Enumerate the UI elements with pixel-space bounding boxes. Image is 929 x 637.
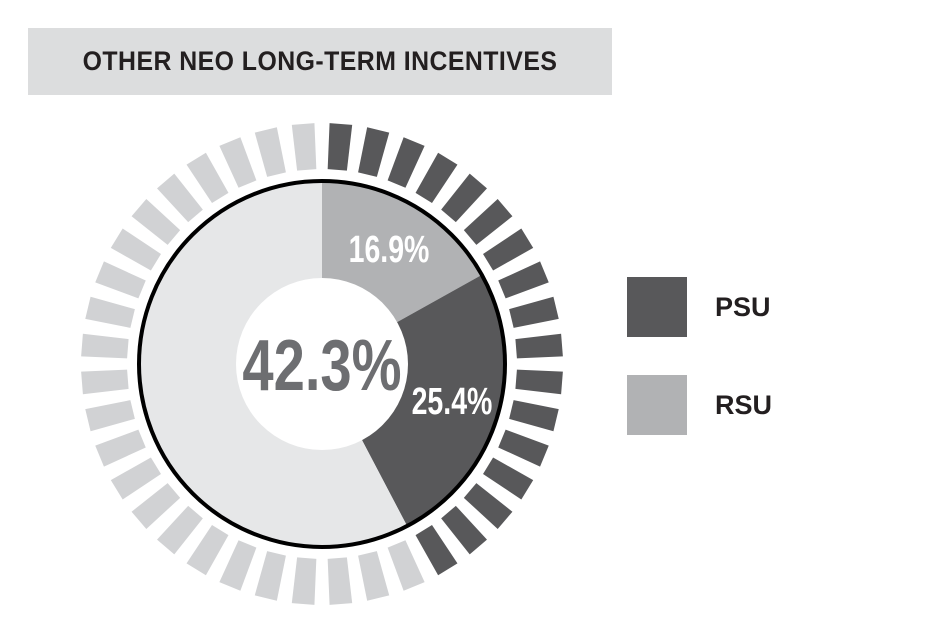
tick-mark xyxy=(219,540,257,591)
tick-mark xyxy=(186,525,229,576)
tick-mark xyxy=(327,123,353,171)
tick-mark xyxy=(254,127,286,177)
tick-mark xyxy=(157,505,203,555)
tick-mark xyxy=(131,199,181,245)
tick-mark xyxy=(415,152,458,203)
tick-mark xyxy=(509,296,559,328)
tick-mark xyxy=(441,173,487,223)
tick-ring xyxy=(81,123,563,605)
tick-mark xyxy=(463,199,513,245)
tick-mark xyxy=(358,551,390,601)
legend-swatch-psu xyxy=(627,277,687,337)
tick-mark xyxy=(358,127,390,177)
tick-mark xyxy=(157,173,203,223)
tick-mark xyxy=(498,261,549,299)
tick-mark xyxy=(291,557,317,605)
chart-title: OTHER NEO LONG-TERM INCENTIVES xyxy=(82,46,558,76)
tick-mark xyxy=(498,429,549,467)
tick-mark xyxy=(327,557,353,605)
tick-mark xyxy=(81,369,129,395)
tick-mark xyxy=(483,228,534,271)
center-label: 42.3% xyxy=(242,325,401,405)
legend-label-rsu: RSU xyxy=(715,389,773,420)
tick-mark xyxy=(291,123,317,171)
tick-mark xyxy=(387,137,425,188)
donut-outline xyxy=(137,179,507,549)
tick-mark xyxy=(515,333,563,359)
slice-psu xyxy=(322,274,505,526)
tick-mark xyxy=(515,369,563,395)
legend-label-psu: PSU xyxy=(715,291,771,322)
tick-mark xyxy=(441,505,487,555)
tick-mark xyxy=(95,429,146,467)
legend-item-rsu: RSU xyxy=(627,375,772,435)
tick-mark xyxy=(219,137,257,188)
tick-mark xyxy=(95,261,146,299)
donut-hole xyxy=(236,278,408,450)
slice-label-psu: 25.4% xyxy=(412,381,493,423)
tick-mark xyxy=(483,457,534,500)
tick-mark xyxy=(85,296,135,328)
tick-mark xyxy=(81,333,129,359)
tick-mark xyxy=(387,540,425,591)
tick-mark xyxy=(186,152,229,203)
tick-mark xyxy=(110,228,161,271)
tick-mark xyxy=(463,483,513,529)
legend-swatch-rsu xyxy=(627,375,687,435)
tick-mark xyxy=(254,551,286,601)
tick-mark xyxy=(131,483,181,529)
chart-title-box: OTHER NEO LONG-TERM INCENTIVES xyxy=(28,28,612,95)
tick-mark xyxy=(509,400,559,432)
slice-label-rsu: 16.9% xyxy=(349,229,430,271)
legend-item-psu: PSU xyxy=(627,277,771,337)
tick-mark xyxy=(85,400,135,432)
tick-mark xyxy=(415,525,458,576)
tick-mark xyxy=(110,457,161,500)
